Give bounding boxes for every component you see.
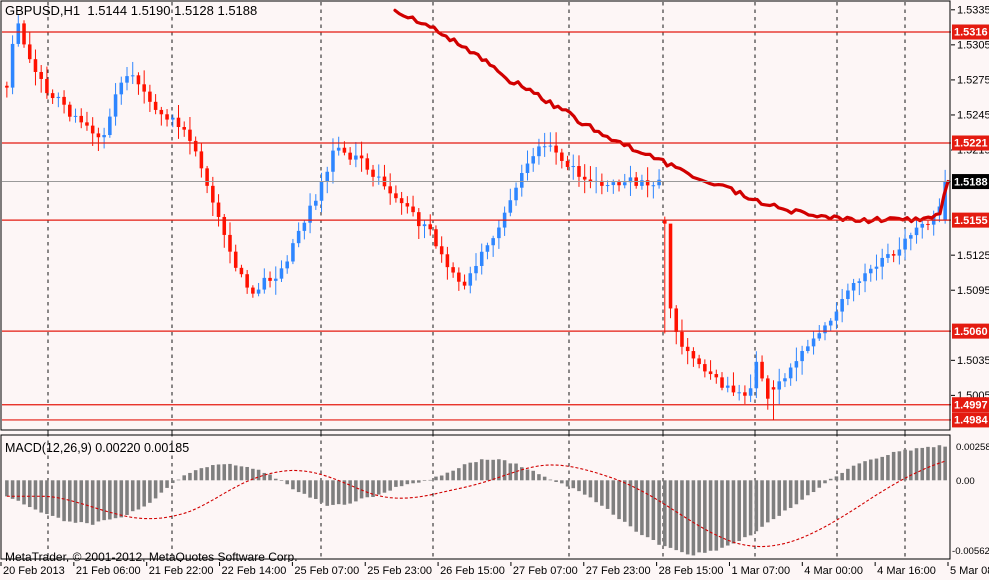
svg-text:MetaTrader, © 2001-2012, MetaQ: MetaTrader, © 2001-2012, MetaQuotes Soft… (5, 550, 298, 562)
svg-text:1.5316: 1.5316 (954, 27, 988, 39)
svg-text:1.5221: 1.5221 (954, 138, 988, 150)
svg-text:22 Feb 14:00: 22 Feb 14:00 (222, 565, 287, 577)
svg-text:1.4997: 1.4997 (954, 399, 988, 411)
svg-text:1.5188: 1.5188 (954, 176, 988, 188)
svg-text:4 Mar 16:00: 4 Mar 16:00 (877, 565, 936, 577)
svg-text:5 Mar 08:00: 5 Mar 08:00 (950, 565, 989, 577)
svg-text:1.5155: 1.5155 (954, 215, 988, 227)
svg-text:26 Feb 15:00: 26 Feb 15:00 (440, 565, 505, 577)
svg-text:1.5060: 1.5060 (954, 326, 988, 338)
svg-text:1.5245: 1.5245 (957, 110, 989, 122)
svg-text:MACD(12,26,9) 0.00220 0.00185: MACD(12,26,9) 0.00220 0.00185 (5, 441, 189, 455)
svg-text:21 Feb 22:00: 21 Feb 22:00 (149, 565, 214, 577)
svg-text:25 Feb 07:00: 25 Feb 07:00 (294, 565, 359, 577)
svg-text:1.5335: 1.5335 (957, 4, 989, 16)
svg-text:1.5125: 1.5125 (957, 250, 989, 262)
svg-text:28 Feb 15:00: 28 Feb 15:00 (659, 565, 724, 577)
svg-text:1.5275: 1.5275 (957, 75, 989, 87)
svg-text:GBPUSD,H1 1.5144 1.5190 1.512: GBPUSD,H1 1.5144 1.5190 1.5128 1.5188 (5, 3, 257, 18)
svg-text:1.5095: 1.5095 (957, 285, 989, 297)
svg-text:4 Mar 00:00: 4 Mar 00:00 (804, 565, 863, 577)
svg-text:27 Feb 23:00: 27 Feb 23:00 (586, 565, 651, 577)
svg-text:20 Feb 2013: 20 Feb 2013 (3, 565, 65, 577)
svg-text:1.5305: 1.5305 (957, 39, 989, 51)
svg-text:27 Feb 07:00: 27 Feb 07:00 (513, 565, 578, 577)
svg-text:1.5035: 1.5035 (957, 355, 989, 367)
svg-text:0.00258: 0.00258 (956, 442, 989, 453)
svg-text:25 Feb 23:00: 25 Feb 23:00 (367, 565, 432, 577)
svg-text:21 Feb 06:00: 21 Feb 06:00 (76, 565, 141, 577)
svg-text:0.00: 0.00 (956, 476, 975, 487)
svg-text:1.4984: 1.4984 (954, 415, 989, 427)
svg-text:1 Mar 07:00: 1 Mar 07:00 (731, 565, 790, 577)
svg-text:-0.00562: -0.00562 (952, 546, 989, 557)
